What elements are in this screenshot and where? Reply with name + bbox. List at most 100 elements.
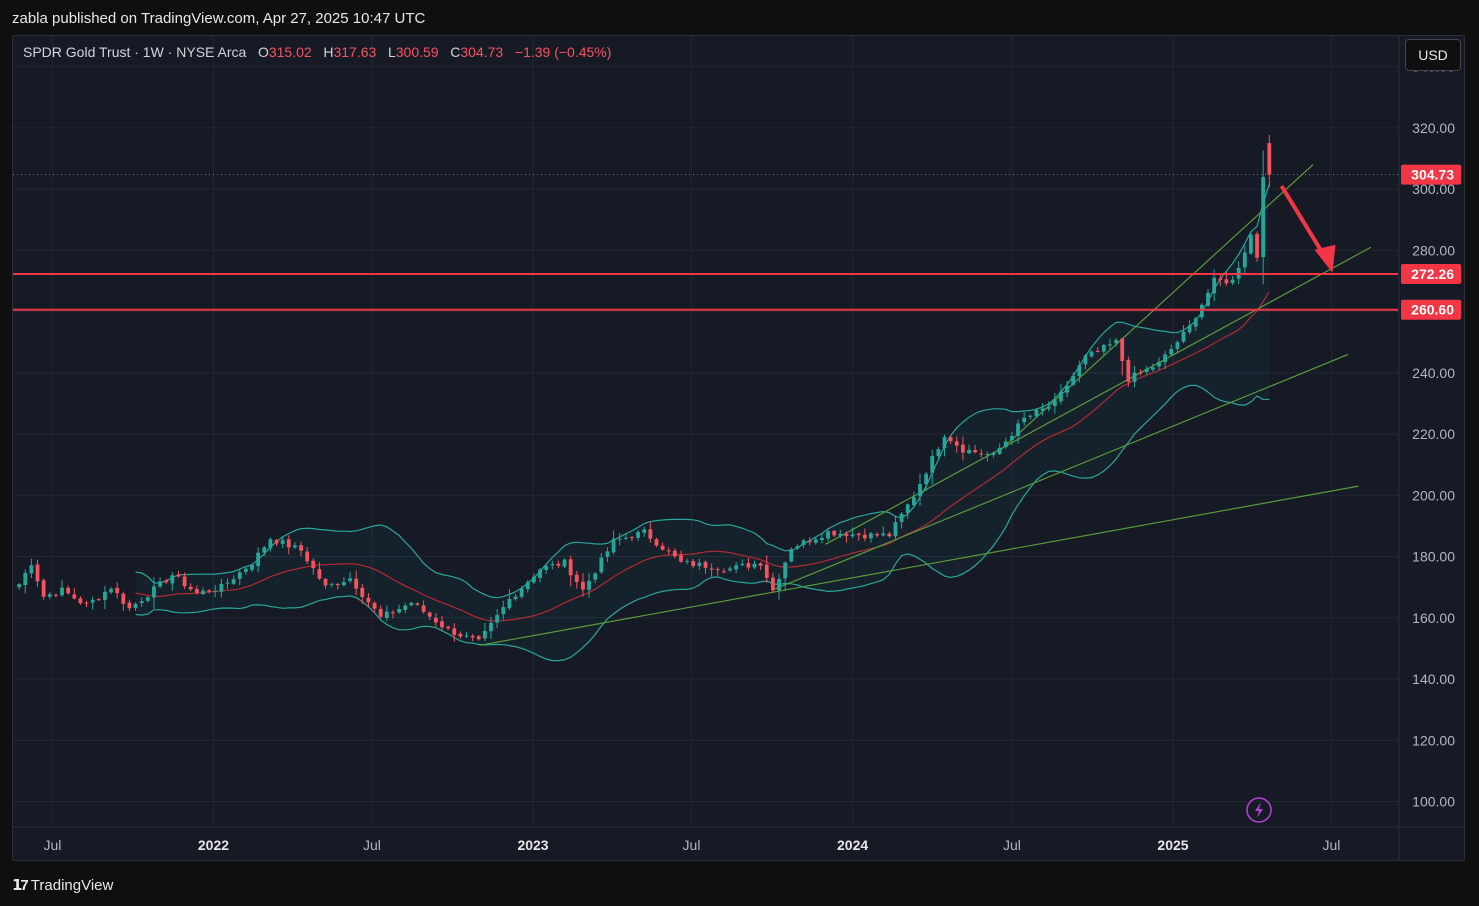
candle-body [225,582,230,584]
candle-body [1126,359,1131,382]
candle-body [188,586,193,590]
candle-body [23,572,28,585]
candle-body [777,578,781,591]
candle-body [525,581,530,590]
chart-frame[interactable] [12,35,1465,861]
candle-body [366,597,371,603]
high-label: H [323,44,334,60]
publish-bar: zabla published on TradingView.com, Apr … [0,0,1479,36]
candle-body [323,578,328,586]
candle-body [568,559,573,576]
candle-body [29,565,34,574]
candle-body [1163,354,1168,363]
candle-body [918,484,922,497]
price-tick-label: 140.00 [1412,671,1455,687]
candle-body [605,551,610,557]
candle-body [262,547,267,553]
candle-body [1132,372,1137,382]
candle-body [1028,415,1033,417]
candle-body [1267,143,1272,175]
candle-body [899,513,904,522]
candle-body [84,602,89,604]
candle-body [1089,351,1094,357]
candle-body [783,562,788,579]
candle-body [672,550,677,557]
bollinger-fill [135,184,1270,661]
candle-body [354,578,359,589]
candle-body [1218,278,1223,280]
candle-body [53,594,58,596]
candle-body [697,562,702,566]
candle-body [801,540,806,546]
candle-body [274,540,279,544]
candle-body [17,584,22,588]
candle-body [1052,400,1057,407]
candle-body [844,533,849,537]
level-badge-bg [1401,264,1461,285]
candle-body [636,531,640,538]
candle-body [997,447,1002,454]
price-tick-label: 180.00 [1412,549,1455,565]
candle-body [875,534,879,536]
candle-body [256,552,261,567]
high-value: 317.63 [333,44,377,60]
candle-body [856,533,861,536]
candle-body [1065,385,1069,393]
level-badge-bg [1401,299,1461,320]
candle-body [237,572,242,579]
candle-body [243,568,248,572]
candle-body [562,559,567,567]
candle-body [299,545,303,551]
candle-body [482,630,487,639]
change-value: −1.39 (−0.45%) [514,44,612,60]
candle-body [397,609,401,613]
candle-body [642,529,647,533]
currency-button[interactable]: USD [1405,39,1461,71]
candle-body [728,568,732,571]
trend-line [997,164,1314,453]
candle-body [936,449,941,457]
candle-body [556,563,561,566]
candle-body [348,578,352,581]
candle-body [286,539,291,548]
candle-body [930,455,935,473]
candle-body [850,534,855,537]
price-tick-label: 300.00 [1412,181,1455,197]
candle-body [985,454,990,456]
brand-label: TradingView [30,876,114,894]
candle-body [1003,441,1008,448]
candle-body [317,569,322,579]
candle-body [721,571,726,573]
candle-body [911,496,916,506]
candle-body [360,587,365,597]
tradingview-logo[interactable]: 𝟭7 TradingView [12,876,114,895]
candle-body [415,603,420,605]
candle-body [213,590,218,592]
candle-body [1175,341,1180,349]
footer-bar [0,866,1479,906]
candle-body [574,574,579,582]
last-price-badge: 304.73 [1411,167,1454,183]
candle-body [1010,436,1014,441]
candle-body [452,628,457,635]
time-tick-label: Jul [683,837,701,853]
candle-body [1242,252,1247,268]
bollinger-basis [135,291,1270,622]
candle-body [648,529,653,539]
candle-body [329,583,334,585]
candle-body [679,555,683,562]
lightning-icon [1246,797,1272,823]
candle-body [194,589,199,593]
level-badge: 272.26 [1411,266,1454,282]
candle-body [764,564,769,578]
candle-body [109,588,113,593]
tradingview-icon: 𝟭7 [12,877,29,894]
candle-body [550,564,555,566]
candle-body [280,540,285,544]
price-tick-label: 100.00 [1412,794,1455,810]
trend-line [825,246,1372,545]
candle-body [403,605,408,610]
time-tick-label: 2024 [837,837,868,853]
projection-arrow-head [1314,244,1336,273]
